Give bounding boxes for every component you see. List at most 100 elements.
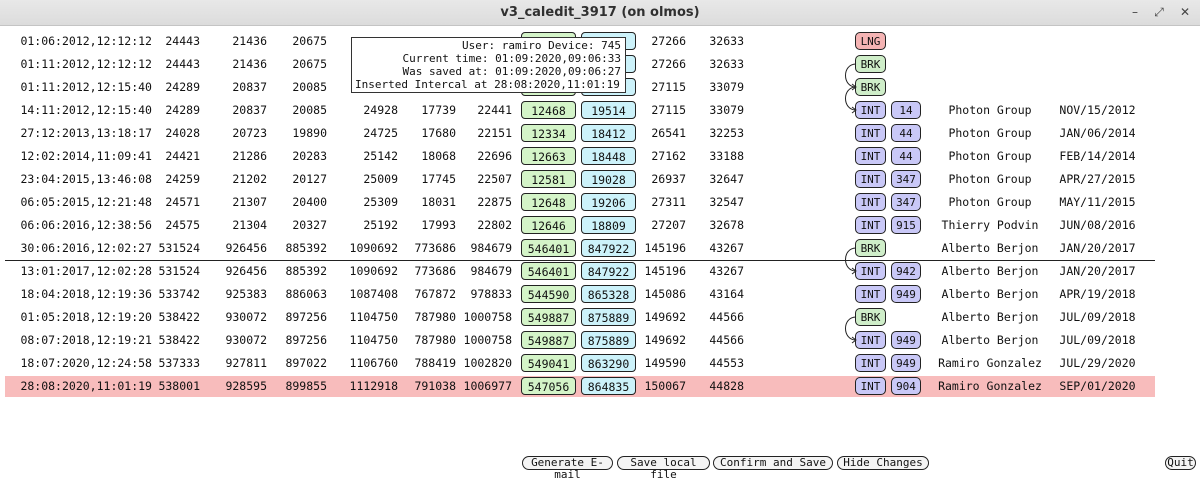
value-cell: 886063 <box>285 287 327 301</box>
int-tag[interactable]: INT <box>855 354 886 372</box>
green-value-box[interactable]: 12663 <box>521 147 576 165</box>
int-tag[interactable]: INT <box>855 124 886 142</box>
value-cell: 27266 <box>651 57 686 71</box>
green-value-box[interactable]: 549887 <box>521 308 576 326</box>
date-stamp-cell: JAN/20/2017 <box>1059 241 1136 255</box>
int-tag[interactable]: INT <box>855 193 886 211</box>
brk-tag[interactable]: BRK <box>855 239 886 257</box>
blue-value-box[interactable]: 875889 <box>581 308 636 326</box>
blue-value-box[interactable]: 19206 <box>581 193 636 211</box>
value-cell: 17680 <box>421 126 456 140</box>
value-cell: 27207 <box>651 218 686 232</box>
value-cell: 27115 <box>651 103 686 117</box>
int-tag[interactable]: INT <box>855 216 886 234</box>
table-row[interactable]: 01:05:2018,12:19:20 538422 930072 897256 110… <box>0 306 1200 329</box>
brk-tag[interactable]: BRK <box>855 78 886 96</box>
brk-tag[interactable]: BRK <box>855 55 886 73</box>
date-cell: 14:11:2012,12:15:40 <box>20 103 152 117</box>
intercal-number-tag[interactable]: 347 <box>891 193 921 211</box>
save-local-file-button[interactable]: Save local file <box>617 456 710 481</box>
table-row[interactable]: 13:01:2017,12:02:28 531524 926456 885392 109… <box>0 260 1200 283</box>
blue-value-box[interactable]: 19514 <box>581 101 636 119</box>
table-row[interactable]: 12:02:2014,11:09:41 24421 21286 20283 25142 1… <box>0 145 1200 168</box>
int-tag[interactable]: INT <box>855 285 886 303</box>
int-tag[interactable]: INT <box>855 331 886 349</box>
date-cell: 27:12:2013,13:18:17 <box>20 126 152 140</box>
intercal-number-tag[interactable]: 44 <box>891 147 921 165</box>
blue-value-box[interactable]: 18448 <box>581 147 636 165</box>
table-row[interactable]: 08:07:2018,12:19:21 538422 930072 897256 110… <box>0 329 1200 352</box>
intercal-number-tag[interactable]: 904 <box>891 377 921 395</box>
table-row[interactable]: 23:04:2015,13:46:08 24259 21202 20127 25009 1… <box>0 168 1200 191</box>
value-cell: 19890 <box>292 126 327 140</box>
int-tag[interactable]: INT <box>855 377 886 395</box>
table-row[interactable]: 14:11:2012,12:15:40 24289 20837 20085 24928 1… <box>0 99 1200 122</box>
blue-value-box[interactable]: 863290 <box>581 354 636 372</box>
intercal-number-tag[interactable]: 949 <box>891 285 921 303</box>
intercal-number-tag[interactable]: 942 <box>891 262 921 280</box>
blue-value-box[interactable]: 18809 <box>581 216 636 234</box>
green-value-box[interactable]: 12648 <box>521 193 576 211</box>
int-tag[interactable]: INT <box>855 101 886 119</box>
generate-email-button[interactable]: Generate E-mail <box>522 456 613 481</box>
green-value-box[interactable]: 12468 <box>521 101 576 119</box>
quit-button[interactable]: Quit <box>1165 456 1196 470</box>
date-cell: 06:06:2016,12:38:56 <box>20 218 152 232</box>
int-tag[interactable]: INT <box>855 147 886 165</box>
value-cell: 20327 <box>292 218 327 232</box>
blue-value-box[interactable]: 19028 <box>581 170 636 188</box>
green-value-box[interactable]: 549887 <box>521 331 576 349</box>
table-row[interactable]: 30:06:2016,12:02:27 531524 926456 885392 109… <box>0 237 1200 260</box>
minimize-icon[interactable]: – <box>1132 5 1138 19</box>
green-value-box[interactable]: 12334 <box>521 124 576 142</box>
blue-value-box[interactable]: 847922 <box>581 262 636 280</box>
maximize-icon[interactable]: ⤢ <box>1154 5 1164 19</box>
green-value-box[interactable]: 12646 <box>521 216 576 234</box>
value-cell: 27266 <box>651 34 686 48</box>
table-row[interactable]: 28:08:2020,11:01:19 538001 928595 899855 111… <box>0 375 1200 398</box>
value-cell: 897256 <box>285 310 327 324</box>
value-cell: 32647 <box>709 172 744 186</box>
intercal-number-tag[interactable]: 347 <box>891 170 921 188</box>
value-cell: 17993 <box>421 218 456 232</box>
value-cell: 984679 <box>470 241 512 255</box>
table-row[interactable]: 27:12:2013,13:18:17 24028 20723 19890 24725 1… <box>0 122 1200 145</box>
green-value-box[interactable]: 549041 <box>521 354 576 372</box>
blue-value-box[interactable]: 18412 <box>581 124 636 142</box>
hide-changes-button[interactable]: Hide Changes <box>837 456 929 470</box>
green-value-box[interactable]: 547056 <box>521 377 576 395</box>
lng-tag[interactable]: LNG <box>855 32 886 50</box>
action-bar: Generate E-mail Save local file Confirm … <box>0 456 1200 481</box>
intercal-number-tag[interactable]: 915 <box>891 216 921 234</box>
green-value-box[interactable]: 12581 <box>521 170 576 188</box>
value-cell: 24443 <box>165 57 200 71</box>
user-cell: Alberto Berjon <box>941 333 1039 347</box>
table-row[interactable]: 18:07:2020,12:24:58 537333 927811 897022 110… <box>0 352 1200 375</box>
blue-value-box[interactable]: 847922 <box>581 239 636 257</box>
user-cell: Photon Group <box>948 172 1032 186</box>
confirm-and-save-button[interactable]: Confirm and Save <box>713 456 833 470</box>
blue-value-box[interactable]: 875889 <box>581 331 636 349</box>
intercal-number-tag[interactable]: 14 <box>891 101 921 119</box>
title-bar: v3_caledit_3917 (on olmos) – ⤢ ✕ <box>0 0 1200 26</box>
table-row[interactable]: 06:05:2015,12:21:48 24571 21307 20400 25309 1… <box>0 191 1200 214</box>
intercal-number-tag[interactable]: 44 <box>891 124 921 142</box>
intercal-number-tag[interactable]: 949 <box>891 354 921 372</box>
value-cell: 20283 <box>292 149 327 163</box>
green-value-box[interactable]: 546401 <box>521 239 576 257</box>
blue-value-box[interactable]: 864835 <box>581 377 636 395</box>
int-tag[interactable]: INT <box>855 262 886 280</box>
value-cell: 791038 <box>414 379 456 393</box>
brk-tag[interactable]: BRK <box>855 308 886 326</box>
close-icon[interactable]: ✕ <box>1179 5 1191 19</box>
table-row[interactable]: 06:06:2016,12:38:56 24575 21304 20327 25192 1… <box>0 214 1200 237</box>
blue-value-box[interactable]: 865328 <box>581 285 636 303</box>
intercal-number-tag[interactable]: 949 <box>891 331 921 349</box>
int-tag[interactable]: INT <box>855 170 886 188</box>
table-row[interactable]: 18:04:2018,12:19:36 533742 925383 886063 108… <box>0 283 1200 306</box>
value-cell: 773686 <box>414 264 456 278</box>
value-cell: 33188 <box>709 149 744 163</box>
green-value-box[interactable]: 546401 <box>521 262 576 280</box>
green-value-box[interactable]: 544590 <box>521 285 576 303</box>
tooltip-inserted: Inserted Intercal at 28:08:2020,11:01:19 <box>355 78 620 91</box>
